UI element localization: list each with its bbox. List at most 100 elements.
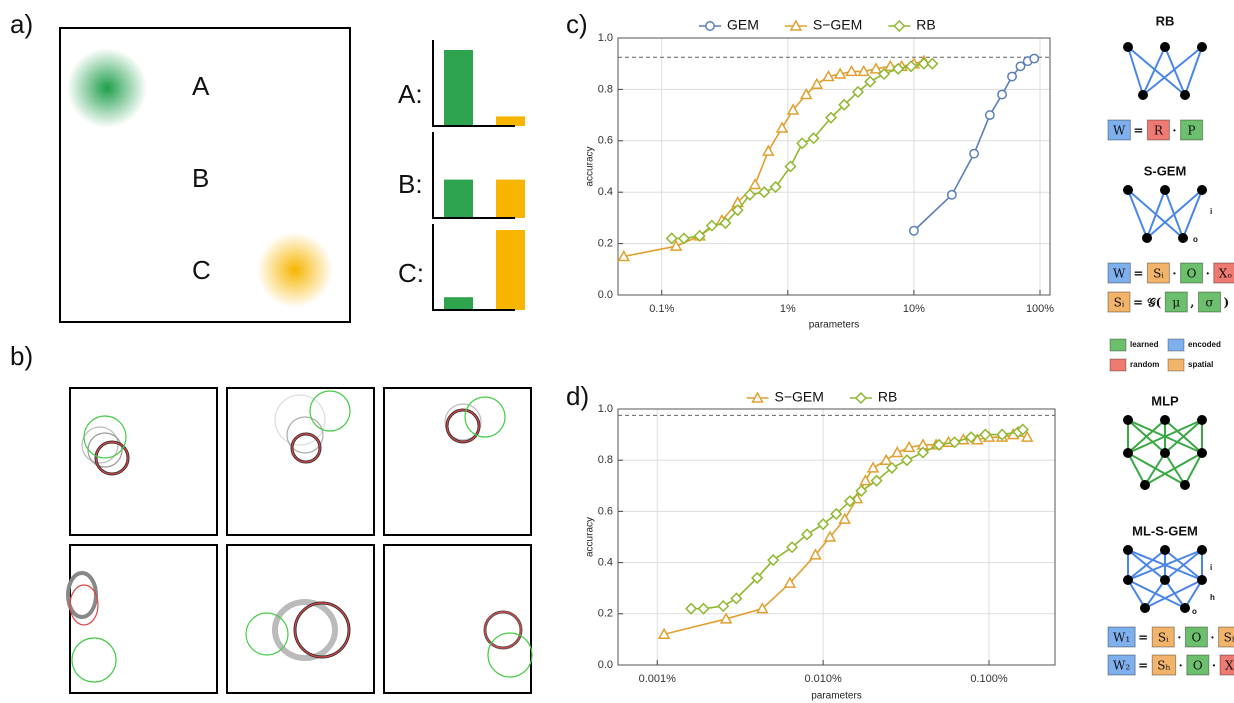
point bbox=[845, 64, 858, 77]
equation-box bbox=[1107, 291, 1131, 313]
network-node bbox=[1123, 575, 1133, 585]
point bbox=[932, 438, 946, 451]
node-label: o bbox=[1193, 235, 1198, 244]
x-tick-label: 0.010% bbox=[804, 673, 842, 685]
point bbox=[756, 602, 769, 614]
y-tick-label: 0.6 bbox=[598, 135, 613, 147]
equation-box bbox=[1107, 654, 1136, 676]
equation-term: μ bbox=[1172, 296, 1180, 310]
legend-label: RB bbox=[916, 17, 935, 33]
point bbox=[917, 57, 930, 70]
network-node bbox=[1140, 603, 1150, 613]
point bbox=[783, 576, 797, 588]
point bbox=[677, 232, 690, 245]
y-tick-label: 1.0 bbox=[598, 403, 613, 415]
series-line bbox=[671, 62, 933, 240]
point bbox=[969, 148, 980, 159]
network-node bbox=[1123, 415, 1133, 425]
equation-box bbox=[1197, 291, 1221, 313]
network-edge bbox=[1127, 452, 1186, 486]
equation-term: σ bbox=[1205, 296, 1213, 310]
equation-operator: 𝒢( bbox=[1147, 296, 1162, 310]
equation-box bbox=[1107, 262, 1131, 284]
equation-box bbox=[1146, 262, 1170, 284]
y-tick-label: 0.2 bbox=[598, 238, 613, 250]
equation-term: O bbox=[1191, 631, 1201, 645]
point bbox=[719, 612, 733, 624]
panel-label: b) bbox=[10, 341, 33, 371]
legend-marker bbox=[751, 391, 764, 403]
chart-title: B: bbox=[398, 169, 423, 199]
axis bbox=[432, 40, 515, 127]
plot-frame bbox=[617, 37, 1051, 296]
equation-term: Sₕ bbox=[1224, 631, 1234, 645]
point bbox=[838, 512, 852, 524]
equation-term: Xₒ bbox=[1225, 659, 1234, 673]
point bbox=[800, 528, 814, 541]
equation-term: O bbox=[1187, 267, 1197, 281]
legend-label: GEM bbox=[727, 17, 759, 33]
point bbox=[669, 239, 683, 251]
panel-label: c) bbox=[566, 9, 588, 39]
point bbox=[799, 87, 813, 100]
y-tick-label: 0.6 bbox=[598, 505, 613, 517]
y-tick-label: 1.0 bbox=[598, 32, 613, 44]
point bbox=[657, 627, 671, 640]
network-edge bbox=[1127, 549, 1166, 581]
point bbox=[751, 571, 764, 585]
point bbox=[685, 602, 698, 615]
equation-term: Sᵢ bbox=[1114, 296, 1125, 310]
equation-box bbox=[1151, 654, 1177, 676]
equation-operator: · bbox=[1206, 267, 1210, 281]
network-node bbox=[1123, 185, 1133, 195]
network-edge bbox=[1127, 46, 1186, 96]
axis bbox=[432, 132, 515, 219]
point bbox=[758, 186, 771, 199]
node-label: i bbox=[1210, 207, 1212, 216]
equation-term: W bbox=[1113, 267, 1126, 281]
place-field bbox=[257, 232, 333, 308]
x-axis-label: parameters bbox=[811, 691, 862, 702]
network-edge bbox=[1127, 419, 1166, 454]
legend-swatch bbox=[1109, 338, 1127, 352]
point bbox=[885, 461, 899, 474]
network-node bbox=[1160, 415, 1170, 425]
equation-operator: · bbox=[1172, 124, 1176, 138]
y-tick-label: 0.2 bbox=[598, 608, 613, 620]
point bbox=[809, 548, 822, 560]
equation-box bbox=[1151, 626, 1175, 648]
point bbox=[869, 62, 883, 74]
network-edge bbox=[1184, 579, 1203, 609]
y-tick-label: 0.0 bbox=[598, 659, 613, 671]
network-node bbox=[1123, 42, 1133, 52]
diagram-title: MLP bbox=[1151, 393, 1179, 408]
network-node bbox=[1197, 545, 1207, 555]
point bbox=[743, 188, 756, 201]
point bbox=[996, 428, 1009, 441]
y-axis-label: accuracy bbox=[585, 146, 596, 186]
legend-swatch bbox=[1167, 338, 1185, 352]
x-tick-label: 0.001% bbox=[639, 673, 677, 685]
point bbox=[926, 57, 939, 70]
network-node bbox=[1180, 603, 1190, 613]
point bbox=[784, 160, 797, 173]
series-line bbox=[691, 428, 1024, 610]
equation-term: Sₕ bbox=[1157, 659, 1170, 673]
y-tick-label: 0.8 bbox=[598, 83, 613, 95]
network-edge bbox=[1164, 46, 1186, 96]
network-node bbox=[1140, 480, 1150, 490]
point bbox=[697, 602, 710, 615]
equation-operator: = bbox=[1138, 631, 1148, 645]
point bbox=[870, 474, 883, 487]
network-node bbox=[1160, 42, 1170, 52]
point bbox=[855, 484, 868, 497]
legend-label: spatial bbox=[1188, 360, 1213, 369]
equation-box bbox=[1186, 654, 1210, 676]
equation-term: W₁ bbox=[1113, 631, 1130, 645]
point bbox=[859, 474, 872, 486]
equation-box bbox=[1180, 262, 1204, 284]
point bbox=[824, 111, 838, 124]
x-tick-label: 100% bbox=[1026, 303, 1054, 315]
point bbox=[891, 445, 904, 458]
network-edge bbox=[1182, 189, 1203, 239]
